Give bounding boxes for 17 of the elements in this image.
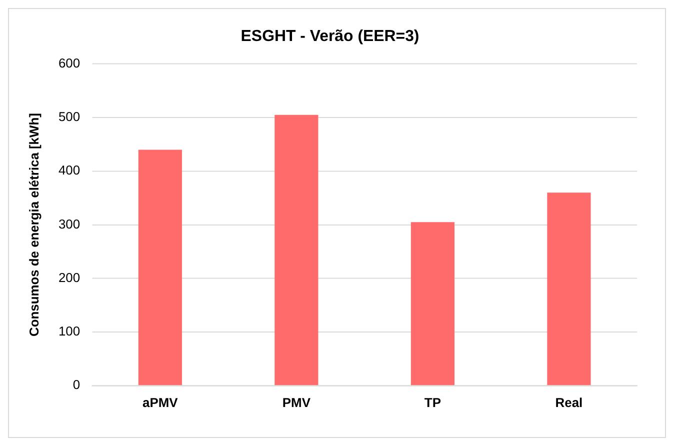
y-tick-label: 500 [58, 109, 80, 124]
y-tick-label: 0 [72, 377, 80, 392]
y-tick-label: 200 [58, 270, 80, 285]
y-axis-title: Consumos de energia elétrica [kWh] [26, 113, 42, 336]
y-tick-label: 100 [58, 324, 80, 339]
y-tick-label: 400 [58, 162, 80, 178]
x-tick-label: PMV [282, 394, 311, 410]
y-tick-label: 300 [58, 216, 80, 232]
chart-title: ESGHT - Verão (EER=3) [240, 28, 420, 45]
x-tick-label: TP [424, 394, 442, 410]
bar [547, 192, 591, 386]
bar [138, 150, 182, 386]
x-tick-label: aPMV [142, 394, 178, 410]
bar [410, 222, 454, 386]
x-tick-label: Real [555, 394, 583, 410]
bar [274, 114, 318, 386]
y-tick-label: 600 [58, 56, 80, 70]
